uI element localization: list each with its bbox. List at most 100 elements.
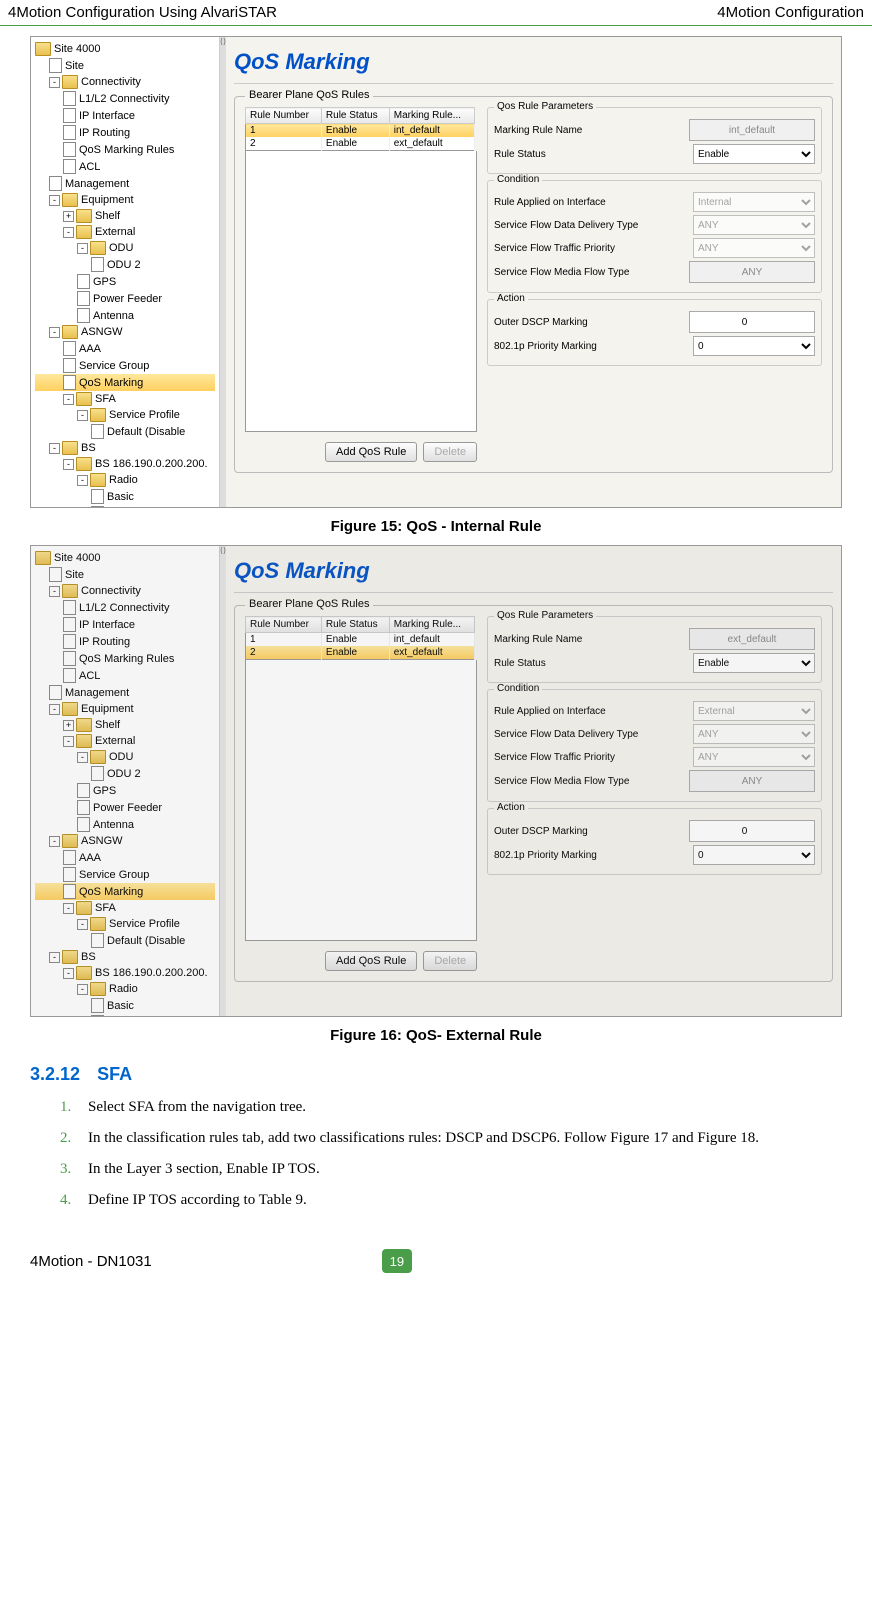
tree-item[interactable]: IP Interface	[35, 616, 215, 633]
col-marking-rule[interactable]: Marking Rule...	[389, 617, 474, 633]
tree-item[interactable]: -External	[35, 733, 215, 749]
tree-item[interactable]: ACL	[35, 158, 215, 175]
tree-item[interactable]: Advanced	[35, 1014, 215, 1016]
expand-icon[interactable]: -	[49, 836, 60, 847]
expand-icon[interactable]: -	[49, 327, 60, 338]
expand-icon[interactable]: -	[77, 243, 88, 254]
tree-item[interactable]: Default (Disable	[35, 423, 215, 440]
tree-item[interactable]: -ODU	[35, 749, 215, 765]
tree-item[interactable]: QoS Marking Rules	[35, 141, 215, 158]
tree-item[interactable]: -BS	[35, 949, 215, 965]
expand-icon[interactable]: -	[49, 586, 60, 597]
expand-icon[interactable]: -	[49, 704, 60, 715]
delete-button[interactable]: Delete	[423, 951, 477, 971]
table-row[interactable]: 1Enableint_default	[246, 633, 475, 647]
input-dscp[interactable]	[689, 820, 815, 842]
expand-icon[interactable]: -	[49, 77, 60, 88]
tree-item[interactable]: Power Feeder	[35, 799, 215, 816]
tree-root[interactable]: Site 4000	[35, 41, 215, 57]
tree-item[interactable]: Site	[35, 566, 215, 583]
tree-item[interactable]: AAA	[35, 849, 215, 866]
input-dscp[interactable]	[689, 311, 815, 333]
select-8021p[interactable]: 0	[693, 845, 815, 865]
tree-item[interactable]: -Connectivity	[35, 583, 215, 599]
tree-item[interactable]: -Equipment	[35, 701, 215, 717]
tree-item[interactable]: IP Routing	[35, 124, 215, 141]
tree-item[interactable]: ACL	[35, 667, 215, 684]
tree-item[interactable]: Antenna	[35, 816, 215, 833]
expand-icon[interactable]: -	[63, 227, 74, 238]
tree-item[interactable]: -Equipment	[35, 192, 215, 208]
select-delivery[interactable]: ANY	[693, 724, 815, 744]
rule-table[interactable]: Rule Number Rule Status Marking Rule... …	[245, 107, 475, 151]
input-marking-name[interactable]	[689, 119, 815, 141]
expand-icon[interactable]: -	[63, 459, 74, 470]
tree-item[interactable]: -Radio	[35, 981, 215, 997]
tree-item[interactable]: Service Group	[35, 866, 215, 883]
expand-icon[interactable]: -	[49, 195, 60, 206]
expand-icon[interactable]: -	[77, 984, 88, 995]
tree-item[interactable]: Basic	[35, 488, 215, 505]
tree-item[interactable]: Site	[35, 57, 215, 74]
delete-button[interactable]: Delete	[423, 442, 477, 462]
tree-item[interactable]: L1/L2 Connectivity	[35, 90, 215, 107]
table-row[interactable]: 2Enableext_default	[246, 137, 475, 151]
tree-item[interactable]: -External	[35, 224, 215, 240]
tree-item[interactable]: -BS	[35, 440, 215, 456]
tree-item[interactable]: Management	[35, 175, 215, 192]
tree-item[interactable]: -BS 186.190.0.200.200.	[35, 456, 215, 472]
select-rule-status[interactable]: Enable	[693, 653, 815, 673]
expand-icon[interactable]: -	[77, 919, 88, 930]
select-rule-status[interactable]: Enable	[693, 144, 815, 164]
tree-item[interactable]: IP Routing	[35, 633, 215, 650]
add-qos-button[interactable]: Add QoS Rule	[325, 951, 417, 971]
col-rule-number[interactable]: Rule Number	[246, 617, 322, 633]
tree-item[interactable]: AAA	[35, 340, 215, 357]
tree-item[interactable]: Power Feeder	[35, 290, 215, 307]
tree-item[interactable]: Management	[35, 684, 215, 701]
select-applied[interactable]: Internal	[693, 192, 815, 212]
tree-item[interactable]: -Radio	[35, 472, 215, 488]
table-row[interactable]: 1Enableint_default	[246, 124, 475, 138]
col-rule-status[interactable]: Rule Status	[321, 108, 389, 124]
tree-item[interactable]: -ODU	[35, 240, 215, 256]
tree-item[interactable]: QoS Marking Rules	[35, 650, 215, 667]
col-rule-number[interactable]: Rule Number	[246, 108, 322, 124]
tree-item[interactable]: QoS Marking	[35, 374, 215, 391]
expand-icon[interactable]: -	[63, 736, 74, 747]
tree-item[interactable]: -SFA	[35, 391, 215, 407]
tree-item[interactable]: ODU 2	[35, 256, 215, 273]
tree-item[interactable]: -SFA	[35, 900, 215, 916]
expand-icon[interactable]: -	[77, 475, 88, 486]
tree-item[interactable]: Service Group	[35, 357, 215, 374]
select-delivery[interactable]: ANY	[693, 215, 815, 235]
expand-icon[interactable]: -	[49, 443, 60, 454]
tree-item[interactable]: -Service Profile	[35, 916, 215, 932]
tree-item[interactable]: -Connectivity	[35, 74, 215, 90]
tree-item[interactable]: -ASNGW	[35, 324, 215, 340]
tree-item[interactable]: Advanced	[35, 505, 215, 507]
tree-item[interactable]: -BS 186.190.0.200.200.	[35, 965, 215, 981]
rule-table[interactable]: Rule Number Rule Status Marking Rule... …	[245, 616, 475, 660]
expand-icon[interactable]: -	[63, 394, 74, 405]
input-marking-name[interactable]	[689, 628, 815, 650]
tree-item[interactable]: IP Interface	[35, 107, 215, 124]
input-media[interactable]	[689, 770, 815, 792]
tree-item[interactable]: L1/L2 Connectivity	[35, 599, 215, 616]
select-priority[interactable]: ANY	[693, 238, 815, 258]
select-8021p[interactable]: 0	[693, 336, 815, 356]
expand-icon[interactable]: -	[63, 968, 74, 979]
select-applied[interactable]: External	[693, 701, 815, 721]
tree-item[interactable]: ODU 2	[35, 765, 215, 782]
tree-item[interactable]: Basic	[35, 997, 215, 1014]
tree-item[interactable]: -ASNGW	[35, 833, 215, 849]
tree-item[interactable]: +Shelf	[35, 717, 215, 733]
tree-item[interactable]: GPS	[35, 782, 215, 799]
tree-item[interactable]: QoS Marking	[35, 883, 215, 900]
tree-item[interactable]: -Service Profile	[35, 407, 215, 423]
input-media[interactable]	[689, 261, 815, 283]
tree-root[interactable]: Site 4000	[35, 550, 215, 566]
tree-item[interactable]: GPS	[35, 273, 215, 290]
col-rule-status[interactable]: Rule Status	[321, 617, 389, 633]
tree-item[interactable]: Default (Disable	[35, 932, 215, 949]
